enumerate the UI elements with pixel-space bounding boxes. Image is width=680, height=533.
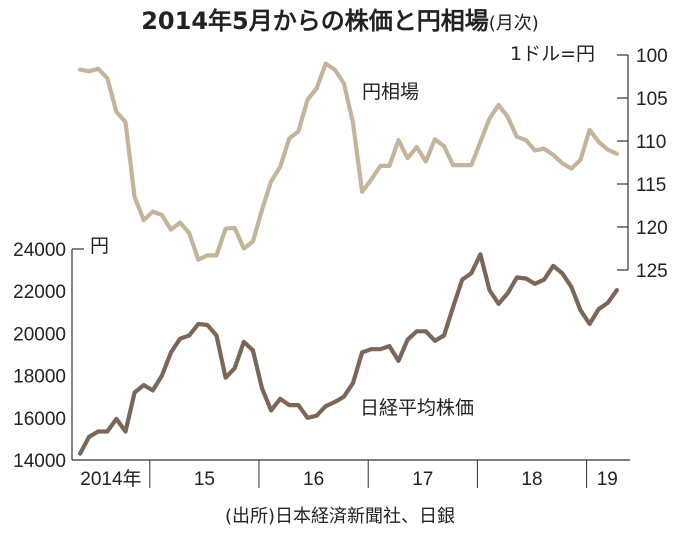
- x-tick-label: 18: [521, 469, 542, 490]
- right-tick-label: 105: [636, 89, 668, 110]
- yen-rate-line: [77, 61, 620, 262]
- left-axis-unit: 円: [90, 235, 109, 257]
- left-tick-label: 18000: [13, 367, 66, 388]
- left-tick-label: 20000: [13, 324, 66, 345]
- right-axis-unit: 1ドル=円: [510, 43, 595, 65]
- title-note: (月次): [489, 13, 539, 34]
- left-tick-label: 14000: [13, 451, 66, 472]
- left-tick-label: 16000: [13, 409, 66, 430]
- x-tick-label: 17: [412, 469, 433, 490]
- x-tick-label: 15: [194, 469, 215, 490]
- x-tick-label: 19: [597, 469, 618, 490]
- left-tick-label: 22000: [13, 282, 66, 303]
- left-tick-label: 24000: [13, 240, 66, 261]
- x-tick-label: 2014年: [80, 468, 141, 490]
- right-tick-label: 120: [636, 218, 668, 239]
- series-lines: [77, 61, 620, 456]
- title-main: 2014年5月からの株価と円相場: [141, 7, 489, 35]
- x-tick-label: 16: [303, 469, 324, 490]
- right-tick-label: 125: [636, 261, 668, 282]
- nikkei-line: [77, 252, 620, 456]
- right-tick-label: 100: [636, 46, 668, 67]
- axes: 14000 16000 18000 20000 22000 24000 2014年 15 16 1…: [13, 46, 668, 490]
- right-tick-label: 110: [636, 132, 666, 153]
- source-note: (出所)日本経済新聞社、日銀: [225, 506, 455, 527]
- series-label-yen: 円相場: [362, 81, 419, 103]
- series-label-nikkei: 日経平均株価: [360, 397, 474, 419]
- right-tick-label: 115: [636, 175, 666, 196]
- chart-title: 2014年5月からの株価と円相場(月次): [141, 7, 539, 35]
